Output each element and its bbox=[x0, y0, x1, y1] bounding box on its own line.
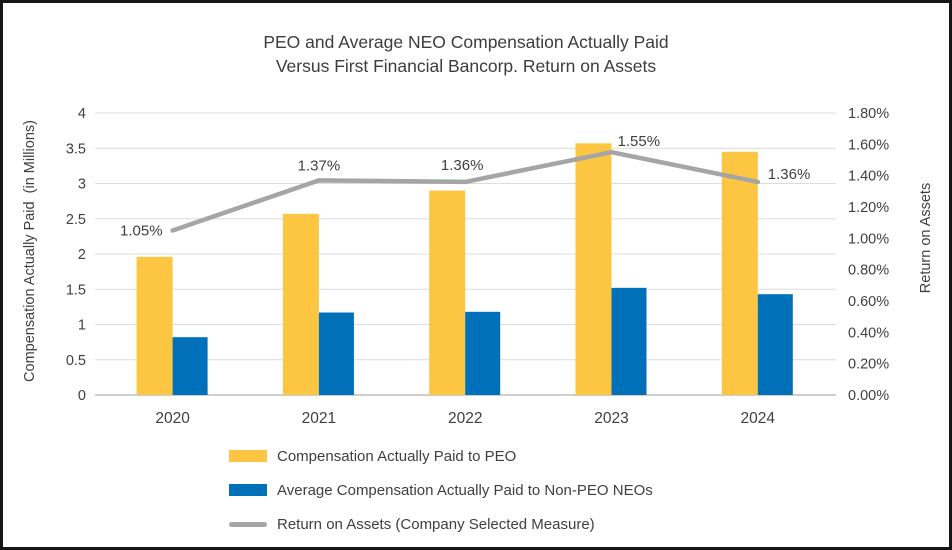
right-axis-tick: 0.60% bbox=[848, 294, 889, 310]
legend-label-roa: Return on Assets (Company Selected Measu… bbox=[277, 515, 595, 533]
left-axis-tick: 3 bbox=[78, 177, 86, 193]
roa-data-label: 1.36% bbox=[768, 166, 811, 183]
peo-bar bbox=[282, 213, 319, 395]
roa-data-label: 1.37% bbox=[298, 157, 341, 174]
left-axis-tick: 0 bbox=[78, 388, 86, 404]
chart-legend: Compensation Actually Paid to PEO Averag… bbox=[229, 445, 653, 547]
right-axis-tick: 1.40% bbox=[848, 169, 889, 185]
left-axis-tick: 2 bbox=[78, 247, 86, 263]
neo-bar-swatch-icon bbox=[229, 484, 267, 496]
right-axis-tick: 1.80% bbox=[848, 106, 889, 122]
peo-bar bbox=[136, 256, 173, 395]
neo-bar bbox=[757, 294, 793, 395]
roa-line bbox=[170, 149, 761, 233]
peo-bar-swatch-icon bbox=[229, 450, 267, 462]
x-axis-label: 2022 bbox=[448, 410, 482, 427]
peo-bar bbox=[721, 151, 758, 395]
legend-item-neo: Average Compensation Actually Paid to No… bbox=[229, 479, 653, 501]
neo-bar bbox=[611, 287, 647, 395]
roa-data-label: 1.05% bbox=[120, 223, 163, 240]
legend-label-peo: Compensation Actually Paid to PEO bbox=[277, 447, 517, 465]
left-axis-tick: 2.5 bbox=[66, 212, 86, 228]
right-axis-tick: 1.20% bbox=[848, 200, 889, 216]
left-axis-tick: 1 bbox=[78, 318, 86, 334]
neo-bar bbox=[465, 311, 501, 395]
left-axis-tick: 3.5 bbox=[66, 141, 86, 157]
right-axis-tick: 0.00% bbox=[848, 388, 889, 404]
legend-label-neo: Average Compensation Actually Paid to No… bbox=[277, 481, 653, 499]
x-axis-label: 2023 bbox=[594, 410, 628, 427]
legend-item-peo: Compensation Actually Paid to PEO bbox=[229, 445, 653, 467]
peo-bar bbox=[575, 143, 612, 395]
neo-bar bbox=[172, 337, 208, 395]
roa-line-swatch-icon bbox=[229, 521, 267, 527]
roa-data-label: 1.36% bbox=[441, 157, 484, 174]
chart-title-line2: Versus First Financial Bancorp. Return o… bbox=[275, 56, 657, 76]
right-axis-tick: 1.00% bbox=[848, 231, 889, 247]
x-axis-label: 2024 bbox=[741, 410, 776, 427]
x-axis-label: 2020 bbox=[155, 410, 190, 427]
right-axis-tick: 0.80% bbox=[848, 263, 889, 279]
peo-bar bbox=[429, 190, 466, 395]
neo-bar bbox=[318, 312, 354, 395]
legend-item-roa: Return on Assets (Company Selected Measu… bbox=[229, 513, 653, 535]
right-axis-tick: 0.20% bbox=[848, 357, 889, 373]
roa-data-label: 1.55% bbox=[618, 133, 661, 150]
right-axis-tick: 1.60% bbox=[848, 137, 889, 153]
left-axis-tick: 0.5 bbox=[66, 353, 86, 369]
left-axis-tick: 1.5 bbox=[66, 282, 86, 298]
x-axis-label: 2021 bbox=[302, 410, 336, 427]
chart-title: PEO and Average NEO Compensation Actuall… bbox=[3, 30, 929, 78]
left-axis-tick: 4 bbox=[78, 106, 86, 122]
chart-title-line1: PEO and Average NEO Compensation Actuall… bbox=[263, 32, 669, 52]
right-axis-tick: 0.40% bbox=[848, 325, 889, 341]
